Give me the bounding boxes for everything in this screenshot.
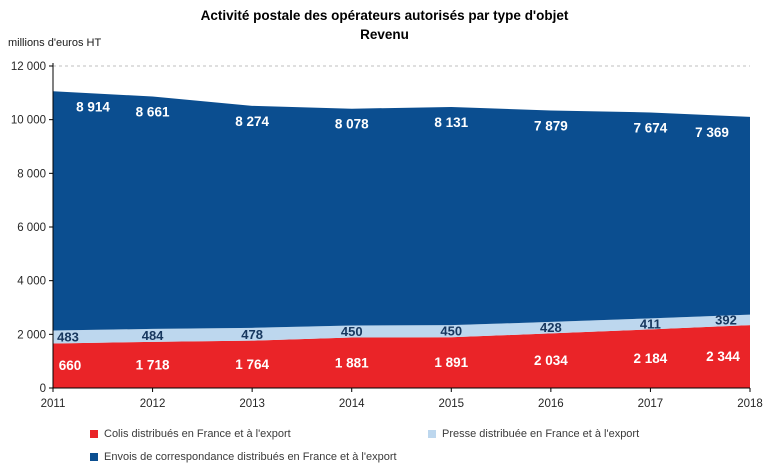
data-label-series0-2011: 660 bbox=[59, 358, 82, 373]
presse-swatch-icon bbox=[428, 430, 436, 438]
data-label-series2-2018: 7 369 bbox=[695, 125, 729, 140]
legend-label-colis: Colis distribués en France et à l'export bbox=[104, 428, 291, 440]
y-tick-label: 0 bbox=[40, 383, 46, 395]
data-label-series2-2011: 8 914 bbox=[76, 99, 110, 114]
data-label-series1-2017: 411 bbox=[640, 316, 661, 331]
data-label-series2-2012: 8 661 bbox=[136, 105, 170, 120]
chart-title: Activité postale des opérateurs autorisé… bbox=[0, 6, 769, 44]
area-series-1 bbox=[53, 314, 750, 344]
x-tick-label-2014: 2014 bbox=[339, 398, 365, 410]
data-label-series2-2013: 8 274 bbox=[235, 114, 269, 129]
x-tick-label-2013: 2013 bbox=[239, 398, 265, 410]
legend-item-presse: Presse distribuée en France et à l'expor… bbox=[428, 428, 639, 440]
x-tick-label-2012: 2012 bbox=[140, 398, 166, 410]
legend-item-colis: Colis distribués en France et à l'export bbox=[90, 428, 291, 440]
data-label-series1-2012: 484 bbox=[142, 328, 164, 343]
y-tick-label: 8 000 bbox=[17, 168, 46, 180]
data-label-series1-2013: 478 bbox=[241, 327, 263, 342]
legend-label-courrier: Envois de correspondance distribués en F… bbox=[104, 451, 397, 463]
x-tick-label-2015: 2015 bbox=[438, 398, 464, 410]
data-label-series2-2014: 8 078 bbox=[335, 117, 369, 132]
data-label-series1-2014: 450 bbox=[341, 324, 363, 339]
x-tick-label-2016: 2016 bbox=[538, 398, 564, 410]
data-label-series2-2017: 7 674 bbox=[634, 120, 668, 135]
y-tick-label: 2 000 bbox=[17, 329, 46, 341]
data-label-series0-2017: 2 184 bbox=[634, 351, 668, 366]
data-label-series1-2016: 428 bbox=[540, 320, 562, 335]
data-label-series0-2018: 2 344 bbox=[706, 349, 740, 364]
y-tick-label: 12 000 bbox=[11, 61, 46, 73]
legend-item-courrier: Envois de correspondance distribués en F… bbox=[90, 451, 397, 463]
colis-swatch-icon bbox=[90, 430, 98, 438]
x-tick-label-2017: 2017 bbox=[638, 398, 664, 410]
data-label-series0-2013: 1 764 bbox=[235, 357, 269, 372]
data-label-series0-2015: 1 891 bbox=[434, 355, 468, 370]
y-tick-label: 4 000 bbox=[17, 276, 46, 288]
chart-title-line1: Activité postale des opérateurs autorisé… bbox=[200, 8, 569, 23]
y-tick-label: 6 000 bbox=[17, 222, 46, 234]
data-label-series2-2015: 8 131 bbox=[434, 115, 468, 130]
legend-label-presse: Presse distribuée en France et à l'expor… bbox=[442, 428, 640, 440]
courrier-swatch-icon bbox=[90, 453, 98, 461]
area-series-0 bbox=[53, 325, 750, 388]
data-label-series0-2016: 2 034 bbox=[534, 353, 568, 368]
y-axis-unit-label: millions d'euros HT bbox=[8, 37, 102, 49]
data-label-series0-2012: 1 718 bbox=[136, 357, 170, 372]
stacked-area-chart: 0 2 000 4 000 6 000 8 000 10 000 12 000 2011 201… bbox=[11, 61, 763, 410]
data-label-series1-2011: 483 bbox=[57, 329, 79, 344]
y-tick-label: 10 000 bbox=[11, 115, 46, 127]
x-tick-label-2011: 2011 bbox=[41, 398, 66, 410]
x-tick-label-2018: 2018 bbox=[737, 398, 763, 410]
data-label-series0-2014: 1 881 bbox=[335, 355, 369, 370]
data-label-series2-2016: 7 879 bbox=[534, 119, 568, 134]
data-label-series1-2015: 450 bbox=[440, 324, 462, 339]
area-series-2 bbox=[53, 91, 750, 331]
data-label-series1-2018: 392 bbox=[715, 312, 737, 327]
chart-title-line2: Revenu bbox=[360, 27, 409, 42]
